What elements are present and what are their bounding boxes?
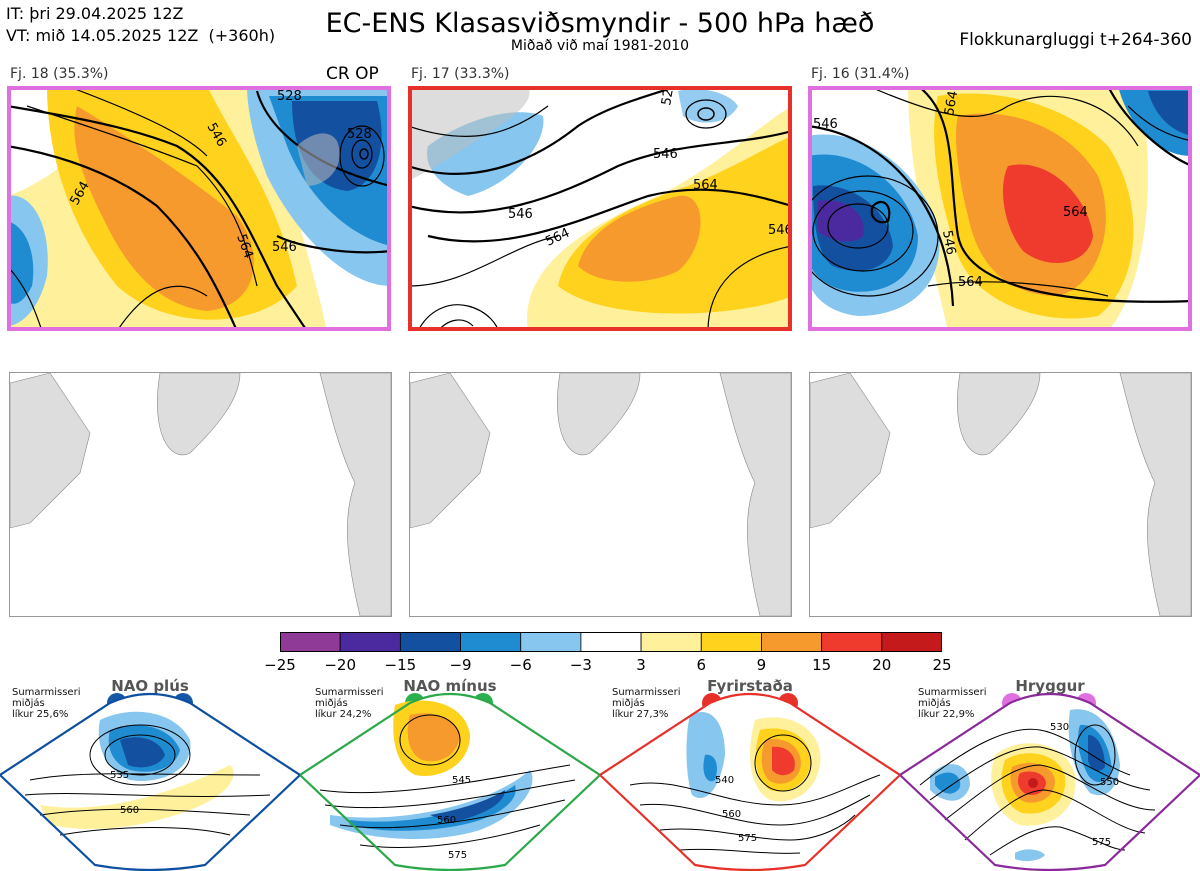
contour-label: 528: [277, 89, 302, 104]
colorbar-segment: [399, 631, 461, 653]
cluster-3-label: Fj. 16 (31.4%): [811, 66, 910, 82]
colorbar-segment: [279, 631, 341, 653]
colorbar-tick-label: 25: [932, 656, 952, 674]
colorbar: [279, 631, 943, 653]
contour-label: 546: [508, 207, 533, 222]
colorbar-tick-label: −6: [509, 656, 532, 674]
cluster-2-map: 528 546 546 564 564 546: [408, 86, 792, 331]
init-time: IT: þri 29.04.2025 12Z: [6, 4, 184, 23]
regime-hryggur: Sumarmisseri miðjás líkur 22,9% Hryggur …: [900, 675, 1200, 871]
colorbar-segment: [580, 631, 642, 653]
colorbar-tick-label: 15: [812, 656, 832, 674]
cluster-2-border: [408, 86, 792, 331]
regime-name: Fyrirstaða: [707, 677, 793, 695]
extra-map-3: [809, 372, 1192, 617]
regime-info: Sumarmisseri miðjás líkur 27,3%: [612, 687, 681, 720]
contour-label: 540: [715, 775, 734, 786]
colorbar-tick-label: −25: [264, 656, 296, 674]
contour-label: 546: [768, 223, 792, 238]
cluster-2-label: Fj. 17 (33.3%): [411, 66, 510, 82]
contour-label: 528: [347, 127, 372, 142]
cluster-1-map: 528 546 564 564 546 528: [7, 86, 391, 331]
colorbar-segment: [700, 631, 762, 653]
regime-frame: [0, 692, 300, 871]
contour-label: 546: [813, 117, 838, 132]
regime-name: NAO mínus: [403, 677, 497, 695]
contour-label: 564: [958, 275, 983, 290]
contour-label: 560: [722, 809, 741, 820]
colorbar-tick-label: 9: [756, 656, 767, 674]
regime-name: NAO plús: [111, 677, 189, 695]
contour-label: 528: [659, 86, 678, 107]
classification-window: Flokkunargluggi t+264-360: [959, 30, 1192, 50]
colorbar-tick-label: −15: [384, 656, 417, 674]
cluster-3-map: 546 564 564 546 564: [808, 86, 1192, 331]
colorbar-tick-label: −20: [324, 656, 356, 674]
contour-label: 535: [110, 770, 129, 781]
colorbar-tick-label: 3: [636, 656, 646, 674]
colorbar-segment: [821, 631, 883, 653]
extra-map-2: [409, 372, 792, 617]
colorbar-tick-label: −9: [449, 656, 472, 674]
contour-label: 575: [448, 850, 467, 861]
page-title: EC-ENS Klasasviðsmyndir - 500 hPa hæð: [325, 8, 875, 39]
regime-frame: [900, 692, 1200, 871]
page-subtitle: Miðað við maí 1981-2010: [510, 38, 690, 54]
regime-fyrirstada: Sumarmisseri miðjás líkur 27,3% Fyrirsta…: [600, 675, 900, 871]
regime-info: Sumarmisseri miðjás líkur 25,6%: [12, 687, 81, 720]
cluster-1-border: [7, 86, 391, 331]
colorbar-tick-label: 20: [872, 656, 892, 674]
colorbar-tick-label: 6: [696, 656, 707, 674]
cluster-1-label: Fj. 18 (35.3%): [10, 66, 109, 82]
regime-frame: [600, 692, 900, 871]
contour-label: 546: [939, 229, 958, 256]
contour-label: 550: [1100, 777, 1119, 788]
colorbar-tick-label: −3: [569, 656, 592, 674]
cluster-1-tag: CR OP: [326, 64, 379, 84]
contour-label: 546: [272, 240, 297, 255]
contour-label: 564: [1063, 205, 1088, 220]
colorbar-segment: [460, 631, 522, 653]
colorbar-segment: [520, 631, 582, 653]
contour-label: 560: [437, 815, 456, 826]
regime-nao-plus: Sumarmisseri miðjás líkur 25,6% NAO plús…: [0, 675, 300, 871]
colorbar-segment: [339, 631, 401, 653]
contour-label: 560: [120, 805, 139, 816]
regime-frame: [300, 692, 600, 871]
contour-label: 564: [942, 90, 961, 117]
contour-label: 546: [653, 147, 678, 162]
colorbar-segment: [761, 631, 823, 653]
regime-info: Sumarmisseri miðjás líkur 24,2%: [315, 687, 384, 720]
colorbar-segment: [881, 631, 943, 653]
contour-label: 575: [738, 833, 757, 844]
contour-label: 530: [1050, 722, 1069, 733]
contour-label: 575: [1092, 837, 1111, 848]
extra-map-1: [9, 372, 392, 617]
colorbar-outline: [280, 632, 942, 652]
valid-time: VT: mið 14.05.2025 12Z (+360h): [6, 26, 276, 45]
cluster-3-border: [808, 86, 1192, 331]
regime-nao-minus: Sumarmisseri miðjás líkur 24,2% NAO mínu…: [300, 675, 600, 871]
contour-label: 545: [452, 775, 471, 786]
contour-label: 564: [693, 178, 718, 193]
colorbar-segment: [640, 631, 702, 653]
colorbar-svg: [279, 631, 943, 653]
regime-info: Sumarmisseri miðjás líkur 22,9%: [918, 687, 987, 720]
regime-name: Hryggur: [1015, 677, 1085, 695]
